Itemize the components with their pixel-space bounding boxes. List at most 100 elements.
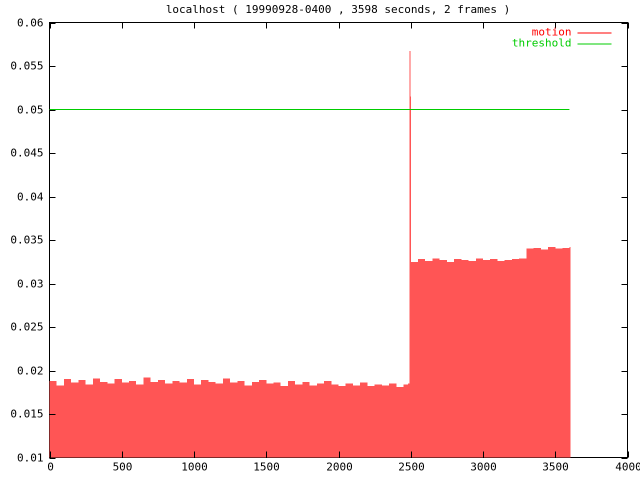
motion-bar [410, 96, 412, 458]
motion-bar [71, 382, 79, 458]
y-tick-label: 0.01 [17, 452, 44, 465]
x-tick-label: 3500 [542, 461, 569, 474]
motion-bar [85, 384, 93, 458]
y-tick-label: 0.06 [17, 17, 44, 30]
data-layer [49, 51, 571, 458]
y-tick-label: 0.055 [10, 60, 43, 73]
motion-bar [287, 380, 296, 458]
motion-bar [316, 383, 325, 458]
x-tick-label: 1500 [253, 461, 280, 474]
x-tick-label: 3000 [470, 461, 497, 474]
motion-bar [100, 381, 108, 458]
motion-bar [367, 386, 375, 458]
legend-label: threshold [512, 37, 572, 50]
y-tick-label: 0.015 [10, 408, 43, 421]
x-tick-label: 500 [113, 461, 133, 474]
motion-bar [157, 380, 166, 458]
motion-bar [425, 260, 433, 458]
motion-bar [374, 384, 382, 458]
motion-bar [396, 387, 404, 458]
motion-bar [475, 258, 483, 458]
motion-bar [208, 381, 216, 458]
motion-bar [504, 260, 512, 458]
motion-bar [302, 381, 310, 458]
motion-bar [280, 386, 288, 458]
motion-bar [150, 381, 158, 458]
motion-bar [446, 261, 455, 458]
motion-bar [114, 379, 122, 458]
motion-bar [309, 385, 317, 458]
motion-bar [295, 384, 303, 458]
motion-bar [172, 380, 180, 458]
motion-bar [107, 383, 115, 458]
motion-bar [360, 382, 368, 458]
motion-bar [345, 383, 353, 458]
x-tick-label: 0 [47, 461, 54, 474]
motion-bar [483, 260, 491, 458]
motion-bar [439, 260, 447, 458]
motion-bar [194, 384, 202, 458]
x-tick-label: 2500 [398, 461, 425, 474]
motion-bar [92, 378, 101, 458]
motion-bar [533, 247, 541, 458]
motion-bar [511, 259, 520, 458]
motion-bar [179, 382, 187, 458]
motion-bar [201, 380, 209, 458]
motion-bar [548, 246, 556, 458]
motion-bar [381, 385, 390, 458]
motion-bar [490, 259, 498, 458]
motion-bar [222, 378, 231, 458]
motion-bar [251, 381, 260, 458]
motion-bar [49, 380, 57, 458]
motion-bar [389, 383, 397, 458]
motion-bar [186, 379, 194, 458]
motion-bar [266, 383, 274, 458]
x-tick-label: 2000 [326, 461, 353, 474]
y-tick-label: 0.02 [17, 365, 44, 378]
motion-bar [230, 382, 238, 458]
motion-bar [562, 247, 570, 458]
motion-bar [128, 380, 137, 458]
motion-bar [555, 248, 563, 458]
motion-bar [331, 384, 339, 458]
motion-bar [497, 260, 505, 458]
y-tick-label: 0.04 [17, 191, 44, 204]
motion-bar [540, 249, 549, 458]
motion-bar [338, 386, 346, 458]
x-tick-label: 4000 [615, 461, 640, 474]
motion-bar [324, 380, 332, 458]
motion-bar [410, 261, 418, 458]
motion-bar [454, 259, 462, 458]
motion-bar [56, 385, 64, 458]
motion-bar [519, 258, 527, 458]
y-tick-label: 0.05 [17, 104, 44, 117]
motion-bar [526, 248, 534, 458]
motion-bar [244, 385, 252, 458]
chart-title: localhost ( 19990928-0400 , 3598 seconds… [166, 3, 510, 16]
x-tick-label: 1000 [181, 461, 208, 474]
y-tick-label: 0.03 [17, 278, 44, 291]
motion-bar [352, 385, 361, 458]
motion-bar [468, 260, 476, 458]
motion-bar [432, 258, 440, 458]
motion-bar [143, 377, 151, 458]
motion-bar [215, 383, 223, 458]
legend-label: motion [532, 26, 572, 39]
motion-bar [273, 382, 281, 458]
motion-bar [407, 383, 410, 458]
motion-bar [259, 380, 267, 458]
y-tick-label: 0.025 [10, 321, 43, 334]
motion-bar [63, 379, 72, 458]
motion-bar [409, 51, 411, 458]
motion-bar [121, 382, 129, 458]
motion-bar [417, 259, 426, 458]
y-tick-label: 0.035 [10, 234, 43, 247]
y-tick-label: 0.045 [10, 147, 43, 160]
motion-bar [237, 380, 245, 458]
motion-bar [569, 246, 571, 458]
motion-bar [165, 383, 173, 458]
motion-bar [403, 384, 408, 458]
motion-bar [136, 384, 144, 458]
